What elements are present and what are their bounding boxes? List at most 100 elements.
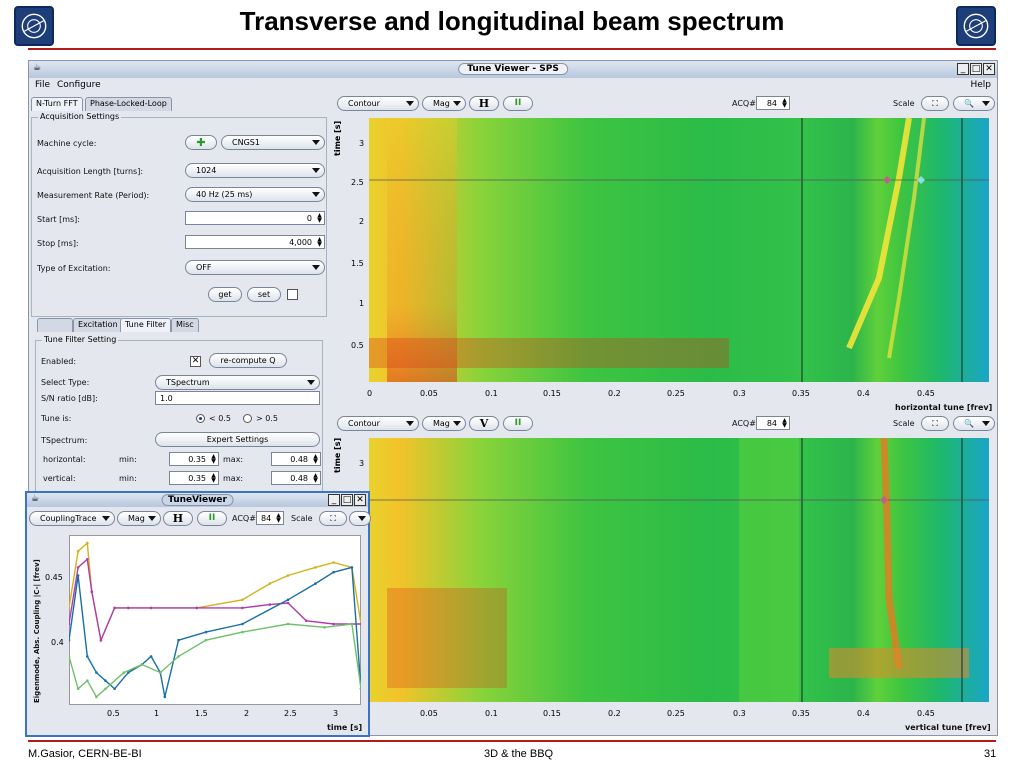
bottom-spectrogram-overlay xyxy=(369,438,989,702)
top-zoom-select[interactable]: 🔍 xyxy=(953,96,995,111)
bottom-plane-button[interactable]: V xyxy=(469,416,499,431)
small-maximize-button[interactable]: □ xyxy=(341,494,353,506)
coupling-point xyxy=(159,671,162,674)
subtab-misc[interactable]: Misc xyxy=(171,318,199,332)
coupling-point xyxy=(86,679,89,682)
small-ylabel: Eigenmode, Abs. Coupling |C-| [frev] xyxy=(33,559,41,703)
menu-configure[interactable]: Configure xyxy=(57,80,101,90)
auto-checkbox[interactable] xyxy=(287,289,298,300)
tab-phase-locked-loop[interactable]: Phase-Locked-Loop xyxy=(85,97,172,111)
top-pause-button[interactable]: II xyxy=(503,96,533,111)
top-mode-select[interactable]: Contour xyxy=(337,96,419,111)
bottom-ytick: 3 xyxy=(359,459,365,468)
ytick: 0.5 xyxy=(351,341,364,350)
h-max-input[interactable]: 0.48 ▲ ▼ xyxy=(271,452,321,466)
machine-cycle-label: Machine cycle: xyxy=(37,139,97,148)
expert-settings-button[interactable]: Expert Settings xyxy=(155,432,320,447)
start-input[interactable]: 0 ▲ ▼ xyxy=(185,211,325,225)
ytick: 3 xyxy=(359,139,365,148)
small-minimize-button[interactable]: _ xyxy=(328,494,340,506)
tune-lt-radio[interactable] xyxy=(196,414,205,423)
bottom-acq-input[interactable]: 84 ▲ ▼ xyxy=(756,416,790,430)
coupling-point xyxy=(76,687,80,691)
xtick: 0.2 xyxy=(608,389,621,398)
small-app-icon: ☕ xyxy=(31,494,40,504)
coupling-series-2 xyxy=(69,566,361,698)
enabled-label: Enabled: xyxy=(41,357,77,366)
small-pause-button[interactable]: II xyxy=(197,511,227,526)
close-button[interactable]: ✕ xyxy=(983,63,995,75)
bottom-mode-select[interactable]: Contour xyxy=(337,416,419,431)
sn-label: S/N ratio [dB]: xyxy=(41,394,98,403)
window-title: Tune Viewer - SPS xyxy=(458,63,568,75)
ytick: 1.5 xyxy=(351,259,364,268)
small-mode-select[interactable]: CouplingTrace xyxy=(29,511,115,526)
coupling-point xyxy=(69,638,71,642)
small-titlebar[interactable]: ☕ TuneViewer _ □ ✕ xyxy=(27,493,368,507)
small-xtick: 3 xyxy=(333,709,339,718)
coupling-point xyxy=(127,671,130,674)
xtick: 0.25 xyxy=(667,709,685,718)
bottom-scale-mode-select[interactable]: Mag xyxy=(422,416,466,431)
add-cycle-button[interactable]: ✚ xyxy=(185,135,217,150)
enabled-checkbox[interactable]: ✕ xyxy=(190,356,201,367)
small-acq-label: ACQ# xyxy=(232,514,256,523)
subtab-blank[interactable] xyxy=(37,318,73,332)
bottom-fit-button[interactable]: ⛶ xyxy=(921,416,949,431)
top-acq-input[interactable]: 84 ▲ ▼ xyxy=(756,96,790,110)
top-scale-mode-select[interactable]: Mag xyxy=(422,96,466,111)
tune-gt-radio[interactable] xyxy=(243,414,252,423)
get-button[interactable]: get xyxy=(208,287,242,302)
footer-topic: 3D & the BBQ xyxy=(484,748,554,760)
bottom-pause-button[interactable]: II xyxy=(503,416,533,431)
small-close-button[interactable]: ✕ xyxy=(354,494,366,506)
bottom-xlabel: vertical tune [frev] xyxy=(905,723,991,732)
v-min-input[interactable]: 0.35 ▲ ▼ xyxy=(169,471,219,485)
machine-cycle-select[interactable]: CNGS1 xyxy=(221,135,325,150)
menu-help[interactable]: Help xyxy=(970,80,991,90)
menu-file[interactable]: File xyxy=(35,80,51,90)
small-xtick: 2 xyxy=(244,709,250,718)
xtick: 0.05 xyxy=(420,389,438,398)
minimize-button[interactable]: _ xyxy=(957,63,969,75)
sn-input[interactable]: 1.0 xyxy=(155,391,320,405)
v-max-input[interactable]: 0.48 ▲ ▼ xyxy=(271,471,321,485)
subtab-excitation[interactable]: Excitation xyxy=(73,318,123,332)
top-fit-button[interactable]: ⛶ xyxy=(921,96,949,111)
tspectrum-label: TSpectrum: xyxy=(41,436,88,445)
bottom-scale-label: Scale xyxy=(893,419,915,428)
coupling-point xyxy=(286,601,290,605)
small-ytick: 0.4 xyxy=(51,638,64,647)
coupling-series-0 xyxy=(69,541,361,643)
acq-length-select[interactable]: 1024 xyxy=(185,163,325,178)
top-spectrogram-overlay xyxy=(369,118,989,382)
coupling-plot-area[interactable] xyxy=(69,535,361,705)
bottom-acq-label: ACQ# xyxy=(732,419,756,428)
tune-is-label: Tune is: xyxy=(41,414,72,423)
small-scale-mode-select[interactable]: Mag xyxy=(117,511,161,526)
h-min-input[interactable]: 0.35 ▲ ▼ xyxy=(169,452,219,466)
set-button[interactable]: set xyxy=(247,287,281,302)
xtick: 0.35 xyxy=(792,709,810,718)
small-plane-button[interactable]: H xyxy=(163,511,193,526)
recompute-button[interactable]: re-compute Q xyxy=(209,353,287,368)
subtab-tune-filter[interactable]: Tune Filter xyxy=(120,318,172,332)
window-titlebar[interactable]: Tune Viewer - SPS ☕ _ □ ✕ xyxy=(29,61,997,78)
xtick: 0.4 xyxy=(857,389,870,398)
coupling-point xyxy=(113,687,116,691)
maximize-button[interactable]: □ xyxy=(970,63,982,75)
coupling-point xyxy=(76,566,80,569)
excitation-select[interactable]: OFF xyxy=(185,260,325,275)
tune-viewer-window: Tune Viewer - SPS ☕ _ □ ✕ File Configure… xyxy=(28,60,998,737)
bottom-zoom-select[interactable]: 🔍 xyxy=(953,416,995,431)
tab-nturn-fft[interactable]: N-Turn FFT xyxy=(31,97,83,111)
stop-input[interactable]: 4,000 ▲ ▼ xyxy=(185,235,325,249)
small-fit-button[interactable]: ⛶ xyxy=(319,511,347,526)
small-zoom-select[interactable] xyxy=(349,511,371,526)
coupling-point xyxy=(350,566,354,569)
top-plane-button[interactable]: H xyxy=(469,96,499,111)
coupling-point xyxy=(241,598,244,602)
select-type-select[interactable]: TSpectrum xyxy=(155,375,320,390)
small-acq-input[interactable]: 84 ▲ ▼ xyxy=(256,511,284,525)
meas-rate-select[interactable]: 40 Hz (25 ms) xyxy=(185,187,325,202)
